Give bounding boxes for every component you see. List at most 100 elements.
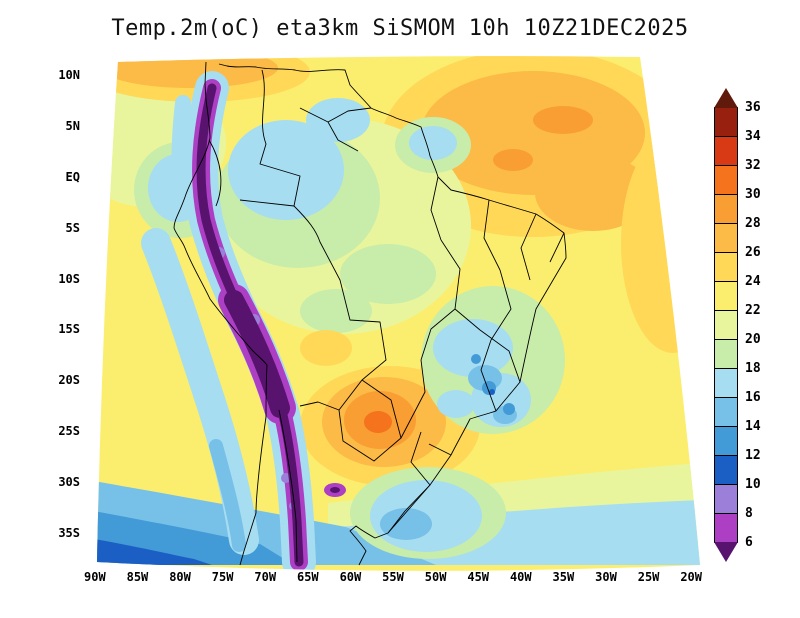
- colorbar-cell: [714, 165, 738, 195]
- lat-tick-label: 10S: [58, 271, 80, 286]
- colorbar-label: 18: [745, 361, 761, 376]
- temp-region: [340, 244, 436, 304]
- lon-tick-label: 70W: [254, 570, 277, 584]
- colorbar-label: 22: [745, 303, 761, 318]
- colorbar-cell: [714, 310, 738, 340]
- border-brazil-west: [293, 205, 402, 462]
- temp-region: [330, 487, 340, 493]
- lat-tick-label: 10N: [58, 68, 80, 82]
- lat-tick-label: 20S: [58, 373, 80, 388]
- lat-tick-label: 35S: [58, 525, 80, 540]
- lat-tick-label: 5N: [65, 118, 80, 133]
- border-uruguay-brazil: [387, 431, 431, 534]
- border-argentina-chile: [278, 409, 298, 563]
- lat-axis: 10N 5N EQ 5S 10S 15S 20S 25S 30S 35S: [44, 67, 80, 541]
- colorbar-label: 28: [745, 216, 761, 231]
- temp-region: [209, 439, 246, 552]
- lon-tick-label: 65W: [296, 570, 319, 584]
- lat-tick-label: 15S: [58, 322, 80, 337]
- lat-tick-label: 25S: [58, 424, 80, 439]
- temp-region: [489, 389, 495, 395]
- lon-tick-label: 35W: [552, 570, 575, 584]
- colorbar-cells: [714, 88, 738, 562]
- lon-tick-label: 55W: [382, 570, 404, 584]
- border-ecuador-peru: [208, 139, 222, 207]
- temp-region: [380, 508, 432, 540]
- temp-region: [437, 390, 475, 418]
- colorbar-label: 12: [745, 448, 761, 463]
- colorbar-cell: [714, 339, 738, 369]
- temp-region: [503, 403, 515, 415]
- temp-region: [364, 411, 392, 433]
- colorbar-cell: [714, 513, 738, 543]
- borders-brazil-states-north: [430, 176, 565, 281]
- temp-region: [535, 155, 651, 231]
- lon-tick-label: 40W: [509, 570, 532, 584]
- temp-region: [300, 330, 352, 366]
- border-venezuela-guyana: [299, 107, 372, 152]
- colorbar-label: 10: [745, 477, 761, 492]
- temp-region: [533, 106, 593, 134]
- lon-tick-label: 75W: [211, 570, 234, 584]
- borders-brazil-states-central: [400, 239, 521, 456]
- colorbar-label: 20: [745, 332, 761, 347]
- colorbar-label: 16: [745, 390, 761, 405]
- lon-tick-label: 25W: [637, 570, 660, 584]
- colorbar-label: 34: [745, 129, 761, 144]
- lat-tick-label: 30S: [58, 475, 80, 489]
- temp-region: [97, 538, 212, 565]
- lon-axis: 90W 85W 80W 75W 70W 65W 60W 55W 50W 45W 40W 35W 30W 2…: [84, 570, 702, 586]
- lon-tick-label: 90W: [84, 570, 106, 584]
- colorbar-cell: [714, 281, 738, 311]
- lon-tick-label: 30W: [595, 570, 617, 584]
- colorbar-cap-top: [714, 88, 738, 108]
- temp-region: [471, 354, 481, 364]
- colorbar-labels: 36 34 32 30 28 26 24 22 20 18 16 14 12 10 8 6: [745, 99, 761, 552]
- coastline-pacific: [173, 61, 268, 566]
- colorbar-cell: [714, 194, 738, 224]
- colorbar-cell: [714, 484, 738, 514]
- temp-region: [300, 289, 372, 333]
- island-specks: [97, 171, 106, 182]
- temp-region: [228, 120, 344, 220]
- map-field: [97, 56, 700, 571]
- coastlines-borders: [97, 61, 567, 566]
- chart-title: Temp.2m(oC) eta3km SiSMOM 10h 10Z21DEC20…: [111, 16, 689, 41]
- temp-region: [171, 95, 191, 204]
- colorbar-cell: [714, 223, 738, 253]
- temp-region: [409, 126, 457, 160]
- colorbar-cell: [714, 368, 738, 398]
- border-venezuela-colombia: [239, 69, 301, 207]
- colorbar-cap-bottom: [714, 542, 738, 562]
- colorbar-cell: [714, 252, 738, 282]
- andes-core-wide: [224, 290, 290, 418]
- lat-tick-label: EQ: [65, 169, 80, 184]
- colorbar-label: 26: [745, 245, 761, 260]
- colorbar-cell: [714, 107, 738, 137]
- colorbar-cell: [714, 397, 738, 427]
- colorbar-cell: [714, 136, 738, 166]
- colorbar-label: 14: [745, 419, 761, 434]
- colorbar-label: 8: [745, 506, 753, 521]
- colorbar-label: 30: [745, 187, 761, 202]
- colorbar-label: 6: [745, 535, 753, 550]
- lon-tick-label: 20W: [680, 570, 702, 584]
- lon-tick-label: 60W: [339, 570, 362, 584]
- temp-region: [306, 98, 370, 142]
- temp-region: [493, 149, 533, 171]
- temperature-map: [97, 56, 700, 571]
- colorbar-cell: [714, 426, 738, 456]
- temp-region: [433, 319, 513, 377]
- temp-region: [102, 56, 278, 88]
- colorbar-label: 32: [745, 158, 761, 173]
- colorbar-cell: [714, 455, 738, 485]
- lon-tick-label: 45W: [467, 570, 490, 584]
- lon-tick-label: 80W: [169, 570, 191, 584]
- colorbar: 36 34 32 30 28 26 24 22 20 18 16 14 12 10 8 6: [714, 88, 776, 570]
- border-bolivia-argentina: [299, 401, 340, 411]
- lon-tick-label: 50W: [424, 570, 447, 584]
- lon-tick-label: 85W: [126, 570, 149, 584]
- lat-tick-label: 5S: [65, 220, 80, 235]
- colorbar-label: 36: [745, 100, 761, 115]
- colorbar-label: 24: [745, 274, 761, 289]
